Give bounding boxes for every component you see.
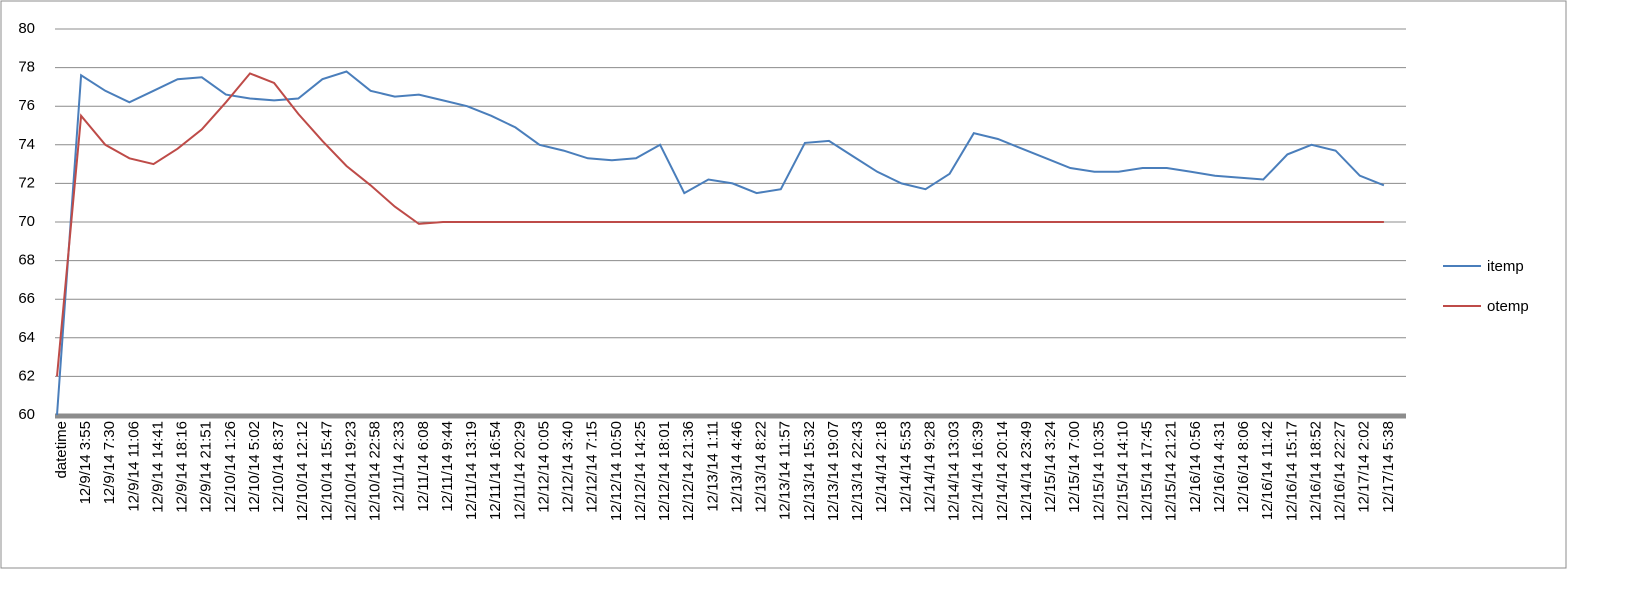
- y-tick-label: 70: [18, 213, 35, 230]
- x-tick-label: 12/14/14 20:14: [994, 421, 1011, 521]
- x-tick-label: 12/11/14 16:54: [487, 421, 504, 520]
- x-tick-label: 12/14/14 16:39: [970, 421, 987, 521]
- x-tick-label: 12/16/14 0:56: [1187, 421, 1204, 513]
- x-tick-label: 12/17/14 2:02: [1356, 421, 1373, 513]
- chart-border: [0, 0, 1567, 569]
- x-tick-label: 12/13/14 19:07: [825, 421, 842, 521]
- x-tick-label: 12/17/14 5:38: [1380, 421, 1397, 513]
- x-tick-label: 12/9/14 21:51: [198, 421, 215, 513]
- y-tick-label: 80: [18, 20, 35, 37]
- plot: [56, 70, 1385, 416]
- x-tick-label: 12/13/14 1:11: [704, 421, 721, 512]
- x-tick-label: 12/12/14 10:50: [608, 421, 625, 521]
- x-tick-label: 12/10/14 8:37: [270, 421, 287, 513]
- x-tick-label: 12/10/14 22:58: [367, 421, 384, 521]
- x-tick-label: 12/13/14 11:57: [777, 421, 794, 520]
- x-tick-label: 12/14/14 5:53: [897, 421, 914, 513]
- y-tick-label: 78: [18, 59, 35, 76]
- x-tick-label: 12/13/14 8:22: [753, 421, 770, 513]
- x-tick-label: 12/16/14 8:06: [1235, 421, 1252, 513]
- y-tick-label: 68: [18, 252, 35, 269]
- x-tick-label: 12/14/14 13:03: [946, 421, 963, 521]
- x-tick-label: datetime: [53, 421, 70, 479]
- x-tick-label: 12/16/14 15:17: [1283, 421, 1300, 521]
- x-tick-label: 12/11/14 6:08: [415, 421, 432, 512]
- x-tick-label: 12/14/14 9:28: [921, 421, 938, 513]
- x-tick-label: 12/10/14 5:02: [246, 421, 263, 513]
- y-tick-label: 66: [18, 290, 35, 307]
- series-line: [56, 72, 1384, 377]
- legend-label: itemp: [1487, 258, 1524, 275]
- x-tick-label: 12/11/14 9:44: [439, 421, 456, 512]
- x-tick-label: 12/11/14 2:33: [391, 421, 408, 512]
- x-tick-label: 12/9/14 11:06: [125, 421, 142, 512]
- x-tick-label: 12/9/14 7:30: [101, 421, 118, 504]
- legend-label: otemp: [1487, 298, 1529, 315]
- labels: 60 62 64 66 68 70 72 74 76 78 80 datetime 12/9/14 3:…: [18, 20, 1397, 521]
- x-tick-label: 12/14/14 2:18: [873, 421, 890, 513]
- x-tick-label: 12/15/14 17:45: [1139, 421, 1156, 521]
- y-tick-label: 72: [18, 174, 35, 191]
- x-tick-label: 12/11/14 13:19: [463, 421, 480, 520]
- x-tick-label: 12/10/14 1:26: [222, 421, 239, 513]
- x-tick-label: 12/12/14 3:40: [560, 421, 577, 513]
- x-tick-label: 12/15/14 7:00: [1066, 421, 1083, 513]
- y-tick-label: 76: [18, 97, 35, 114]
- x-tick-label: 12/9/14 3:55: [77, 421, 94, 504]
- y-tick-label: 62: [18, 367, 35, 384]
- x-tick-label: 12/11/14 20:29: [511, 421, 528, 520]
- x-tick-label: 12/9/14 18:16: [174, 421, 191, 513]
- y-tick-label: 60: [18, 406, 35, 423]
- x-tick-label: 12/16/14 22:27: [1332, 421, 1349, 521]
- x-tick-label: 12/13/14 15:32: [801, 421, 818, 521]
- x-tick-label: 12/10/14 15:47: [318, 421, 335, 521]
- x-tick-label: 12/9/14 14:41: [149, 421, 166, 513]
- y-tick-label: 64: [18, 329, 35, 346]
- x-tick-label: 12/15/14 14:10: [1114, 421, 1131, 521]
- x-tick-label: 12/13/14 4:46: [728, 421, 745, 513]
- y-tick-label: 74: [18, 136, 35, 153]
- x-tick-label: 12/15/14 3:24: [1042, 421, 1059, 513]
- x-tick-label: 12/12/14 0:05: [535, 421, 552, 513]
- x-tick-label: 12/16/14 4:31: [1211, 421, 1228, 513]
- x-tick-label: 12/15/14 21:21: [1163, 421, 1180, 521]
- x-tick-label: 12/12/14 18:01: [656, 421, 673, 521]
- series-line: [56, 70, 1385, 416]
- x-tick-label: 12/12/14 7:15: [584, 421, 601, 513]
- x-tick-label: 12/12/14 14:25: [632, 421, 649, 521]
- x-tick-label: 12/10/14 19:23: [342, 421, 359, 521]
- x-tick-label: 12/10/14 12:12: [294, 421, 311, 521]
- legend: itemp otemp: [1443, 258, 1529, 315]
- x-tick-label: 12/16/14 11:42: [1259, 421, 1276, 520]
- x-tick-label: 12/12/14 21:36: [680, 421, 697, 521]
- x-tick-label: 12/14/14 23:49: [1018, 421, 1035, 521]
- x-tick-label: 12/13/14 22:43: [849, 421, 866, 521]
- x-tick-label: 12/16/14 18:52: [1307, 421, 1324, 521]
- x-tick-label: 12/15/14 10:35: [1090, 421, 1107, 521]
